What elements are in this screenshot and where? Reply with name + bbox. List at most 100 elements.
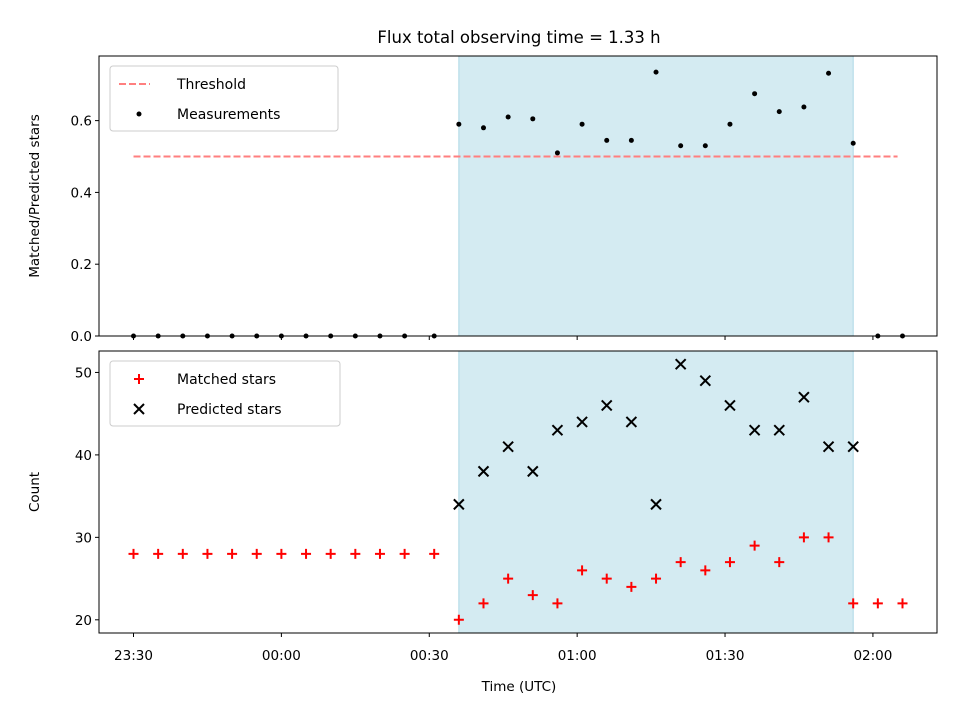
y-tick-label: 0.6	[71, 114, 92, 130]
matched-stars-point	[872, 598, 883, 609]
measurement-point	[801, 104, 807, 110]
matched-stars-point	[651, 573, 662, 584]
y-tick-label: 0.4	[71, 185, 92, 201]
predicted-stars-point	[601, 399, 613, 412]
legend-measurement-handle	[136, 111, 142, 117]
x-tick-label: 23:30	[114, 648, 153, 664]
y-tick-label: 0.2	[71, 257, 92, 273]
predicted-stars-point	[822, 440, 835, 453]
predicted-stars-point	[576, 416, 588, 428]
matched-stars-point	[724, 557, 735, 568]
matched-stars-point	[823, 532, 834, 543]
matched-stars-point	[374, 548, 385, 559]
flux-ratio-panel: 0.0 0.2 0.4 0.6 Matched/Predicted stars Thres…	[27, 55, 938, 345]
matched-stars-point	[798, 532, 809, 543]
legend-box	[109, 65, 339, 132]
predicted-stars-point	[798, 391, 810, 403]
legend-label: Matched stars	[177, 372, 276, 388]
matched-stars-point	[749, 540, 760, 551]
legend-box	[109, 360, 341, 427]
matched-stars-point	[177, 548, 188, 559]
observing-window-shade	[458, 56, 854, 336]
axes-frame	[98, 55, 938, 337]
legend: Matched stars Predicted stars	[109, 360, 341, 427]
predicted-stars-point	[847, 440, 859, 453]
matched-stars-point	[251, 548, 262, 559]
predicted-stars-point	[625, 416, 638, 428]
measurement-point	[727, 121, 733, 127]
measurement-point	[702, 143, 708, 149]
observing-window-shade	[458, 351, 854, 633]
matched-stars-point	[202, 548, 213, 559]
x-tick-label: 00:00	[262, 648, 301, 664]
x-tick-label: 01:30	[706, 648, 745, 664]
matched-stars-point	[577, 565, 588, 576]
measurement-point	[850, 140, 856, 146]
matched-stars-point	[429, 548, 440, 559]
measurement-point	[752, 91, 758, 97]
matched-stars-point	[301, 548, 312, 559]
legend-label: Predicted stars	[177, 402, 282, 418]
y-tick-label: 50	[75, 365, 92, 381]
x-tick-label: 01:00	[558, 648, 597, 664]
axes-frame	[98, 350, 938, 634]
x-tick-label: 02:00	[853, 648, 892, 664]
matched-stars-point	[675, 557, 686, 568]
measurement-point	[678, 143, 684, 149]
measurement-point	[826, 70, 832, 76]
y-tick-label: 20	[75, 613, 92, 629]
legend: Threshold Measurements	[109, 65, 339, 132]
matched-stars-point	[552, 598, 563, 609]
measurement-point	[579, 121, 585, 127]
matched-stars-point	[774, 557, 785, 568]
legend-matched-handle	[134, 374, 144, 384]
measurement-point	[554, 150, 560, 156]
y-axis-label: Count	[27, 472, 43, 512]
y-tick-label: 30	[75, 530, 92, 546]
matched-stars-point	[128, 548, 139, 559]
predicted-stars-point	[502, 440, 514, 453]
predicted-stars-point	[551, 424, 564, 436]
y-tick-label: 0.0	[71, 329, 92, 345]
predicted-stars-point	[724, 399, 736, 412]
predicted-stars-point	[773, 424, 785, 436]
matched-stars-point	[503, 573, 514, 584]
legend-label: Threshold	[176, 77, 246, 93]
predicted-stars-point	[477, 465, 490, 478]
matched-stars-point	[897, 598, 908, 609]
chart-title: Flux total observing time = 1.33 h	[377, 28, 660, 47]
matched-stars-point	[527, 590, 538, 601]
legend-predicted-handle	[133, 403, 145, 415]
measurement-point	[505, 114, 511, 120]
matched-stars-point	[325, 548, 336, 559]
x-axis-label: Time (UTC)	[481, 679, 557, 695]
measurement-point	[628, 137, 634, 143]
matched-stars-point	[601, 573, 612, 584]
measurement-point	[604, 137, 610, 143]
matched-stars-point	[700, 565, 711, 576]
measurement-point	[456, 121, 462, 127]
x-tick-label: 00:30	[410, 648, 449, 664]
matched-stars-point	[453, 614, 464, 625]
matched-stars-point	[350, 548, 361, 559]
predicted-stars-point	[650, 498, 662, 511]
matched-stars-point	[848, 598, 859, 609]
predicted-stars-point	[748, 424, 761, 436]
measurement-point	[776, 109, 782, 115]
measurement-point	[653, 69, 659, 75]
predicted-stars-point	[674, 358, 687, 370]
star-count-panel: 20 30 40 50 23:30 00:00 00:30 01:00 01:30 02:00 Co…	[27, 350, 938, 664]
predicted-stars-point	[453, 498, 465, 511]
y-tick-label: 40	[75, 448, 92, 464]
measurement-point	[480, 125, 486, 131]
matched-stars-point	[276, 548, 287, 559]
matched-stars-point	[478, 598, 489, 609]
predicted-stars-point	[527, 465, 539, 478]
legend-label: Measurements	[177, 107, 280, 123]
matched-stars-point	[227, 548, 238, 559]
predicted-stars-point	[699, 374, 712, 387]
measurement-point	[530, 116, 536, 122]
matched-stars-point	[626, 581, 637, 592]
y-axis-label: Matched/Predicted stars	[27, 114, 43, 277]
